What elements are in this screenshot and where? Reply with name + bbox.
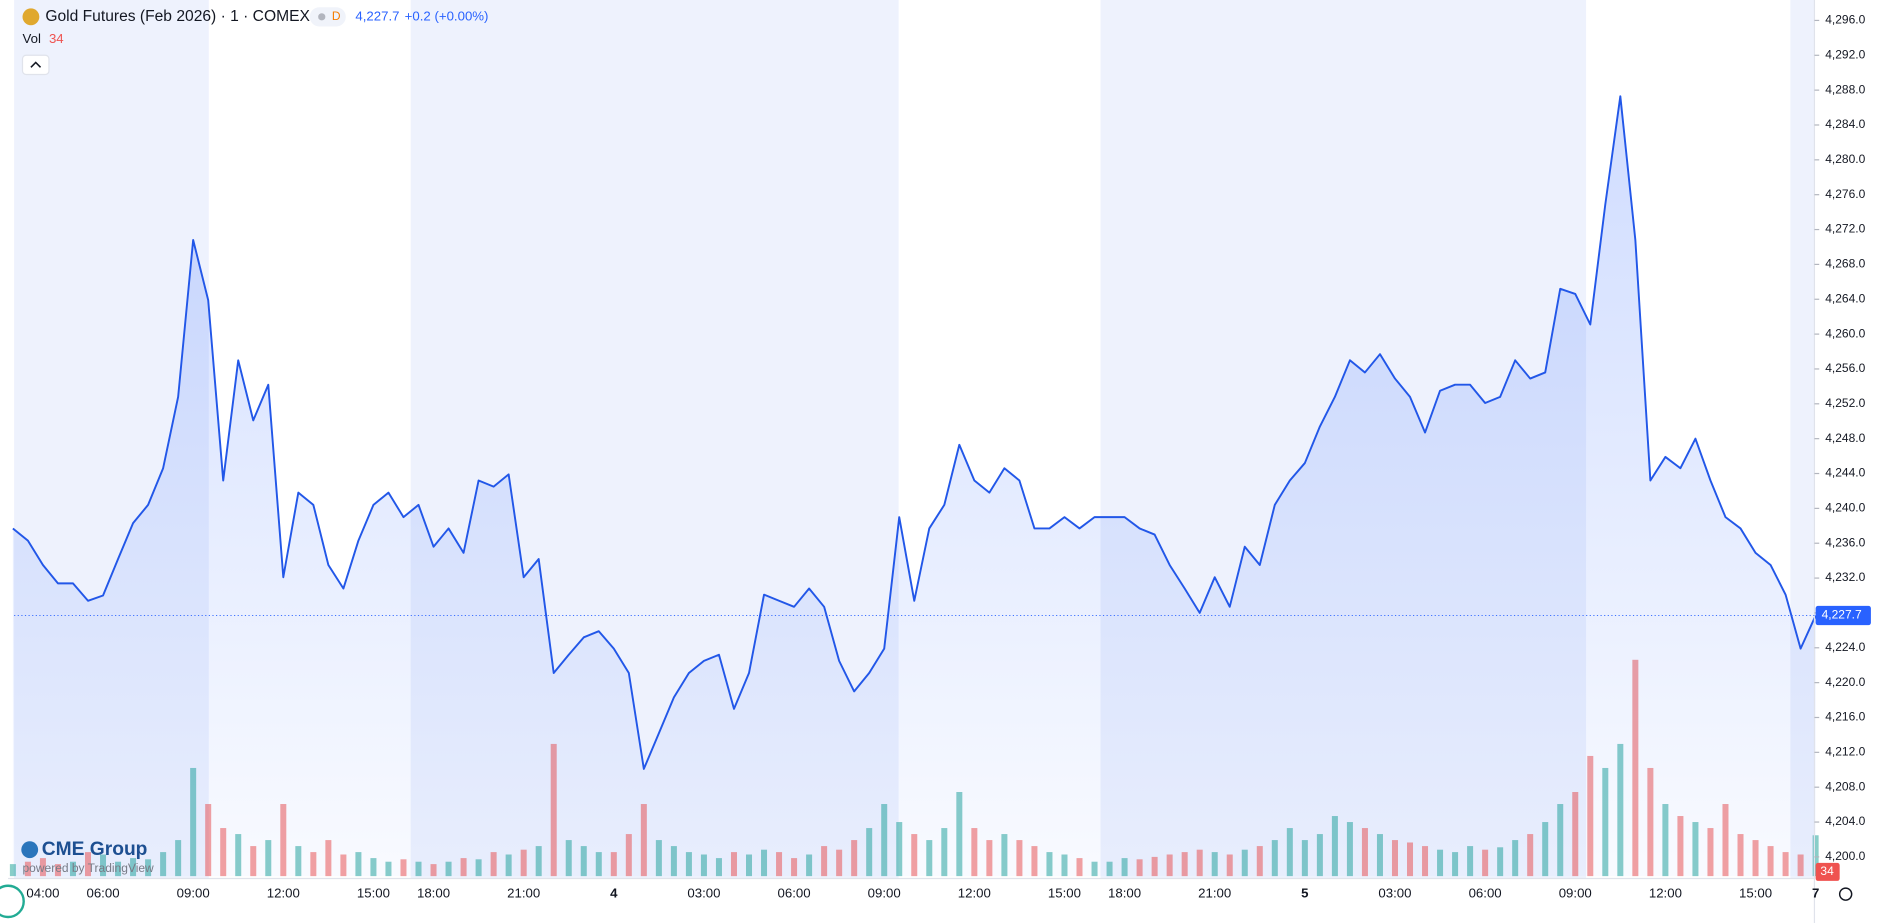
x-tick-label: 09:00 <box>1559 886 1592 901</box>
y-tick-label: 4,212.0 <box>1825 745 1865 759</box>
y-tick-label: 4,292.0 <box>1825 47 1865 61</box>
x-tick-label: 5 <box>1301 886 1308 901</box>
y-tick-label: 4,204.0 <box>1825 814 1865 828</box>
x-tick-label: 06:00 <box>86 886 119 901</box>
y-tick-label: 4,288.0 <box>1825 82 1865 96</box>
price-area <box>12 96 1816 877</box>
x-tick-label: 21:00 <box>507 886 540 901</box>
x-tick-label: 15:00 <box>1048 886 1081 901</box>
y-tick-label: 4,272.0 <box>1825 222 1865 236</box>
x-tick-label: 12:00 <box>267 886 300 901</box>
symbol-title[interactable]: Gold Futures (Feb 2026) · 1 · COMEX <box>45 8 310 25</box>
x-tick-label: 15:00 <box>1739 886 1772 901</box>
x-tick-label: 03:00 <box>1378 886 1411 901</box>
x-tick-label: 03:00 <box>687 886 720 901</box>
last-price-label: 4,227.7 <box>1822 608 1862 622</box>
x-tick-label: 12:00 <box>1649 886 1682 901</box>
volume-legend-value: 34 <box>49 31 64 46</box>
x-tick-label: 21:00 <box>1198 886 1231 901</box>
x-tick-label: 15:00 <box>357 886 390 901</box>
x-tick-label: 06:00 <box>1469 886 1502 901</box>
settings-icon[interactable] <box>1838 887 1853 901</box>
y-tick-label: 4,284.0 <box>1825 117 1865 131</box>
cme-logo: CME Group <box>42 839 148 860</box>
y-tick-label: 4,208.0 <box>1825 779 1865 793</box>
x-tick-label: 04:00 <box>26 886 59 901</box>
powered-by: powered by TradingView <box>23 861 155 875</box>
last-price-badge <box>1815 605 1871 626</box>
x-tick-label: 7 <box>1812 886 1819 901</box>
x-tick-label: 09:00 <box>177 886 210 901</box>
y-tick-label: 4,256.0 <box>1825 361 1865 375</box>
collapse-icon <box>30 61 42 68</box>
x-tick-label: 18:00 <box>417 886 450 901</box>
y-tick-label: 4,252.0 <box>1825 396 1865 410</box>
collapse-button[interactable] <box>21 54 50 76</box>
y-tick-label: 4,248.0 <box>1825 431 1865 445</box>
cme-icon <box>21 841 39 859</box>
volume-legend: Vol <box>23 31 41 46</box>
y-tick-label: 4,240.0 <box>1825 501 1865 515</box>
y-tick-label: 4,244.0 <box>1825 466 1865 480</box>
header-change: +0.2 (+0.00%) <box>405 8 489 23</box>
y-tick-label: 4,296.0 <box>1825 13 1865 27</box>
x-tick-label: 09:00 <box>868 886 901 901</box>
y-tick-label: 4,260.0 <box>1825 326 1865 340</box>
y-tick-label: 4,280.0 <box>1825 152 1865 166</box>
y-tick-label: 4,232.0 <box>1825 570 1865 584</box>
volume-badge-label: 34 <box>1820 864 1834 878</box>
symbol-icon <box>22 8 40 26</box>
x-tick-label: 18:00 <box>1108 886 1141 901</box>
y-tick-label: 4,236.0 <box>1825 535 1865 549</box>
price-line <box>12 95 1817 770</box>
x-tick-label: 06:00 <box>778 886 811 901</box>
badge-bg <box>309 7 346 27</box>
badge: D <box>332 9 341 23</box>
corner-widget[interactable] <box>0 884 25 919</box>
y-tick-label: 4,224.0 <box>1825 640 1865 654</box>
x-tick-label: 4 <box>610 886 618 901</box>
y-tick-label: 4,220.0 <box>1825 675 1865 689</box>
y-tick-label: 4,276.0 <box>1825 187 1865 201</box>
volume-badge <box>1815 862 1840 881</box>
y-tick-label: 4,268.0 <box>1825 257 1865 271</box>
y-tick-label: 4,264.0 <box>1825 291 1865 305</box>
header-price: 4,227.7 <box>355 8 399 23</box>
y-tick-label: 4,216.0 <box>1825 710 1865 724</box>
y-tick-label: 4,200.0 <box>1825 849 1865 863</box>
badge-dot <box>318 13 326 21</box>
x-tick-label: 12:00 <box>958 886 991 901</box>
